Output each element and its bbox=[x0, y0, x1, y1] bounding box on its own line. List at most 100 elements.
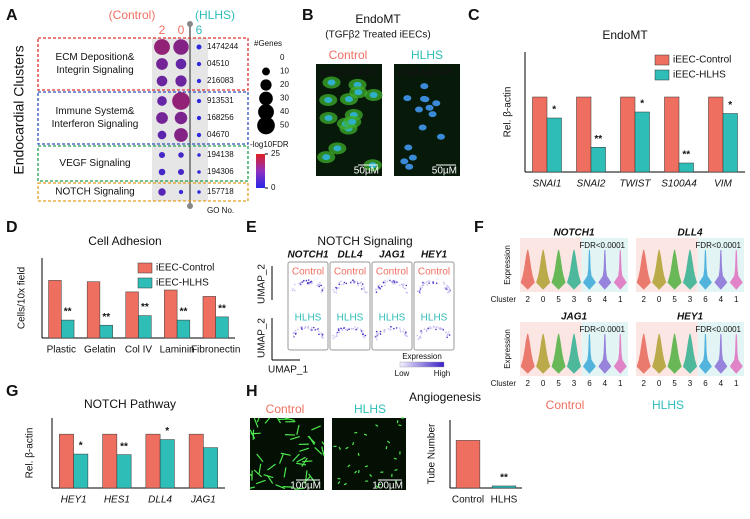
umap-point bbox=[375, 338, 378, 341]
significance: ** bbox=[141, 302, 149, 313]
umap-point bbox=[375, 331, 378, 334]
umap-point bbox=[340, 283, 343, 286]
vessel bbox=[276, 417, 282, 424]
size-legend-dot bbox=[260, 79, 272, 91]
bar bbox=[164, 289, 178, 339]
legend-title: -log10FDR bbox=[250, 140, 289, 149]
go-dot bbox=[197, 170, 201, 174]
umap-point bbox=[442, 328, 445, 331]
x-tick-label: VIM bbox=[714, 179, 732, 190]
umap-point bbox=[359, 328, 362, 331]
violin bbox=[551, 333, 566, 374]
umap-point bbox=[396, 281, 398, 283]
size-legend-label: 50 bbox=[280, 121, 289, 130]
umap-point bbox=[312, 326, 315, 329]
group-label: Interferon Signaling bbox=[52, 119, 139, 130]
umap-point bbox=[332, 334, 334, 337]
go-dot bbox=[174, 111, 188, 125]
umap-point bbox=[375, 334, 377, 337]
cluster-label: 3 bbox=[572, 379, 577, 388]
umap-point bbox=[363, 289, 365, 291]
x-tick-label: Laminin bbox=[160, 345, 195, 356]
legend-title: #Genes bbox=[254, 39, 282, 48]
bar bbox=[546, 117, 562, 173]
cluster-label: 6 bbox=[703, 295, 708, 304]
cluster-label: 4 bbox=[719, 295, 724, 304]
vessel bbox=[394, 469, 398, 471]
umap-point bbox=[444, 286, 447, 289]
violin bbox=[714, 333, 728, 374]
umap-point bbox=[446, 286, 448, 288]
violin bbox=[729, 249, 743, 290]
umap-point bbox=[299, 283, 302, 285]
cluster-label: 2 bbox=[641, 295, 646, 304]
umap-point bbox=[427, 327, 429, 330]
umap-point bbox=[306, 282, 309, 285]
vessel bbox=[321, 446, 325, 457]
gene-label: JAG1 bbox=[561, 312, 588, 323]
nucleus bbox=[322, 154, 331, 161]
umap-point bbox=[348, 328, 350, 331]
umap-point bbox=[352, 279, 354, 282]
umap-point bbox=[307, 327, 310, 329]
go-dot bbox=[196, 61, 202, 67]
vessel bbox=[364, 465, 368, 468]
vessel bbox=[283, 467, 287, 478]
umap-point bbox=[344, 328, 347, 331]
umap-point bbox=[332, 288, 334, 291]
umap-point bbox=[387, 328, 390, 330]
scale-label: 100µM bbox=[372, 481, 403, 492]
umap-point bbox=[383, 330, 385, 332]
umap-point bbox=[423, 328, 426, 331]
vessel bbox=[363, 433, 368, 436]
go-dot bbox=[157, 96, 167, 106]
condition-label: HLHS bbox=[295, 313, 322, 324]
umap-point bbox=[438, 328, 441, 330]
bar bbox=[61, 319, 75, 339]
go-dot bbox=[175, 58, 187, 70]
violin bbox=[566, 249, 582, 290]
x-tick-label: HES1 bbox=[104, 495, 130, 506]
umap-point bbox=[439, 327, 442, 329]
umap-point bbox=[393, 327, 395, 330]
umap-point bbox=[343, 281, 346, 284]
stain-label: αSMA bbox=[320, 68, 348, 79]
umap-point bbox=[297, 328, 299, 331]
umap-point bbox=[353, 281, 355, 283]
umap-point bbox=[292, 288, 294, 290]
umap-point bbox=[386, 280, 389, 283]
violin bbox=[714, 249, 728, 290]
umap-point bbox=[425, 281, 428, 284]
umap-point bbox=[362, 330, 364, 332]
umap-point bbox=[317, 328, 319, 330]
umap-point bbox=[379, 287, 381, 290]
umap-point bbox=[448, 334, 451, 336]
stain-label: /DAPI bbox=[426, 68, 453, 79]
vessel bbox=[352, 442, 355, 446]
umap-point bbox=[305, 279, 308, 282]
vessel bbox=[343, 482, 347, 486]
group-box bbox=[37, 37, 249, 91]
significance: ** bbox=[102, 312, 110, 323]
umap-point bbox=[303, 327, 306, 330]
go-dot bbox=[197, 190, 201, 194]
nucleus bbox=[436, 133, 445, 140]
group-label: Integrin Signaling bbox=[56, 65, 133, 76]
go-dot bbox=[196, 78, 202, 84]
nucleus bbox=[421, 96, 430, 103]
vessel bbox=[255, 479, 266, 485]
y-axis-label: Rel. β-actin bbox=[503, 87, 514, 138]
cluster-label: 0 bbox=[657, 295, 662, 304]
vessel bbox=[258, 463, 262, 474]
nucleus bbox=[324, 114, 333, 121]
gene-label: JAG1 bbox=[379, 250, 406, 261]
panel-letter: E bbox=[246, 219, 257, 236]
vessel bbox=[337, 481, 341, 485]
size-legend-dot bbox=[257, 116, 275, 135]
umap-point bbox=[299, 281, 302, 284]
umap-point bbox=[364, 334, 367, 337]
legend-label: iEEC-HLHS bbox=[673, 70, 726, 81]
violin bbox=[698, 249, 712, 290]
vessel bbox=[302, 460, 313, 463]
axis-label: UMAP_1 bbox=[268, 365, 308, 376]
